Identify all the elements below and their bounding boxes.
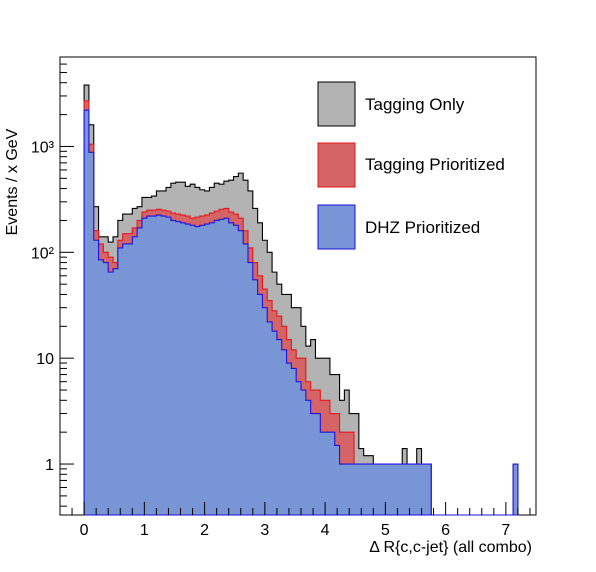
legend-label-dhz-prioritized: DHZ Prioritized: [365, 218, 480, 237]
x-tick-label: 2: [200, 522, 209, 539]
x-tick-label: 3: [260, 522, 269, 539]
legend-swatch-tagging-prioritized: [317, 142, 356, 188]
series-2-outline: [83, 109, 519, 516]
series-2: [83, 109, 519, 516]
x-axis-title: Δ R{c,c-jet} (all combo): [369, 539, 532, 556]
series-0-outline: [83, 84, 519, 516]
legend-label-tagging-prioritized: Tagging Prioritized: [365, 155, 505, 174]
x-tick-label: 5: [381, 522, 390, 539]
legend: Tagging Only Tagging Prioritized DHZ Pri…: [317, 81, 505, 250]
legend-swatch-tagging-only: [317, 81, 356, 127]
x-tick-label: 0: [80, 522, 89, 539]
series-2-fill: [84, 110, 518, 516]
histogram-layer: [83, 84, 519, 516]
legend-swatch-dhz-prioritized: [317, 204, 356, 250]
y-tick-label: 10: [36, 351, 54, 368]
x-tick-label: 6: [441, 522, 450, 539]
axis-layer: 0 1 2 3 4 5 6 7 1 10 10² 10³: [31, 56, 531, 539]
legend-label-tagging-only: Tagging Only: [365, 95, 465, 114]
x-tick-label: 1: [140, 522, 149, 539]
x-tick-label: 7: [501, 522, 510, 539]
y-tick-label: 10³: [31, 139, 55, 156]
x-tick-label: 4: [321, 522, 330, 539]
y-tick-label: 10²: [31, 245, 55, 262]
y-axis-title: Events / x GeV: [4, 128, 21, 235]
y-tick-label: 1: [45, 457, 54, 474]
